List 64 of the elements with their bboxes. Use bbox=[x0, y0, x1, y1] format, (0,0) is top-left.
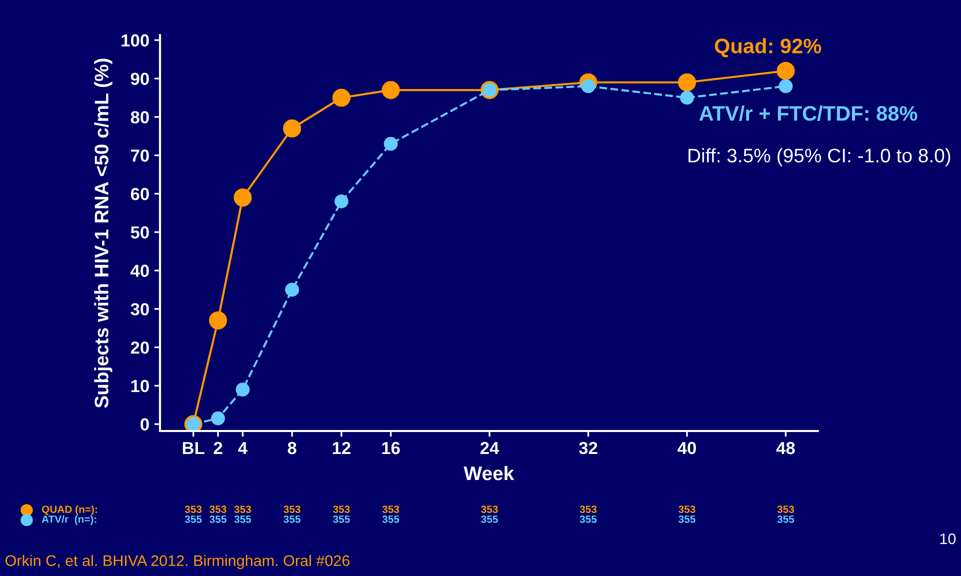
text: 355 bbox=[210, 516, 226, 523]
text: 355 bbox=[678, 516, 696, 523]
text: 355 bbox=[777, 516, 794, 523]
point bbox=[680, 90, 694, 105]
point bbox=[283, 119, 302, 138]
x-tick-label: 32 bbox=[579, 442, 598, 454]
y-axis-title: Subjects with HIV-1 RNA <50 c/mL (%) bbox=[94, 58, 112, 408]
x-tick-label: 4 bbox=[238, 442, 248, 454]
x-tick-label: 24 bbox=[480, 442, 500, 454]
point bbox=[382, 81, 400, 100]
point bbox=[332, 88, 350, 107]
point bbox=[236, 382, 250, 396]
y-tick-label: 40 bbox=[130, 264, 149, 277]
point bbox=[384, 136, 398, 151]
text: ATV/r (n=): bbox=[42, 515, 96, 525]
text: 353 bbox=[234, 506, 252, 514]
text: 353 bbox=[332, 506, 350, 514]
text: 353 bbox=[580, 506, 597, 514]
text: Orkin C, et al. BHIVA 2012. Birmingham. Oral #026 bbox=[6, 554, 350, 570]
point bbox=[334, 194, 348, 208]
series-label: Quad: 92% bbox=[714, 38, 822, 58]
y-tick-label: 80 bbox=[130, 111, 149, 124]
text: 353 bbox=[184, 506, 202, 514]
x-tick-label: 40 bbox=[678, 442, 696, 454]
x-tick-label: 12 bbox=[332, 442, 350, 454]
y-tick-label: 70 bbox=[131, 149, 149, 162]
y-tick-label: 90 bbox=[130, 72, 149, 85]
text: 355 bbox=[580, 516, 597, 523]
text: QUAD (n=): bbox=[42, 505, 97, 516]
text: 353 bbox=[481, 506, 498, 514]
y-tick-label: 20 bbox=[130, 341, 149, 354]
x-tick-label: 48 bbox=[776, 442, 795, 454]
point bbox=[776, 62, 795, 80]
point bbox=[208, 311, 228, 330]
y-tick-label: 50 bbox=[130, 226, 149, 239]
point bbox=[778, 79, 793, 94]
x-tick-label: BL bbox=[182, 442, 204, 454]
text: 355 bbox=[332, 516, 350, 523]
text: 355 bbox=[382, 516, 400, 523]
text: 353 bbox=[777, 506, 794, 514]
x-tick-label: 8 bbox=[288, 442, 296, 454]
series-label: ATV/r + FTC/TDF: 88% bbox=[699, 105, 918, 122]
y-tick-label: 0 bbox=[140, 418, 149, 431]
x-axis-title: Week bbox=[464, 466, 514, 480]
text: 353 bbox=[210, 506, 226, 514]
annotation: Diff: 3.5% (95% CI: -1.0 to 8.0) bbox=[688, 148, 950, 166]
x-tick-label: 2 bbox=[214, 442, 222, 454]
text: 353 bbox=[382, 506, 400, 514]
text: 353 bbox=[284, 506, 300, 514]
point bbox=[234, 188, 252, 207]
point bbox=[678, 73, 696, 92]
y-tick-label: 10 bbox=[131, 380, 149, 392]
text: 355 bbox=[184, 516, 202, 523]
y-tick-label: 30 bbox=[130, 303, 149, 316]
text: 353 bbox=[678, 506, 696, 514]
text: 10 bbox=[940, 533, 956, 544]
point bbox=[285, 282, 300, 297]
text: 355 bbox=[234, 516, 252, 523]
text: 355 bbox=[284, 516, 300, 523]
point bbox=[211, 411, 225, 426]
x-tick-label: 16 bbox=[382, 442, 400, 454]
y-tick-label: 100 bbox=[122, 34, 149, 47]
text: 355 bbox=[481, 516, 498, 523]
y-tick-label: 60 bbox=[130, 188, 149, 200]
